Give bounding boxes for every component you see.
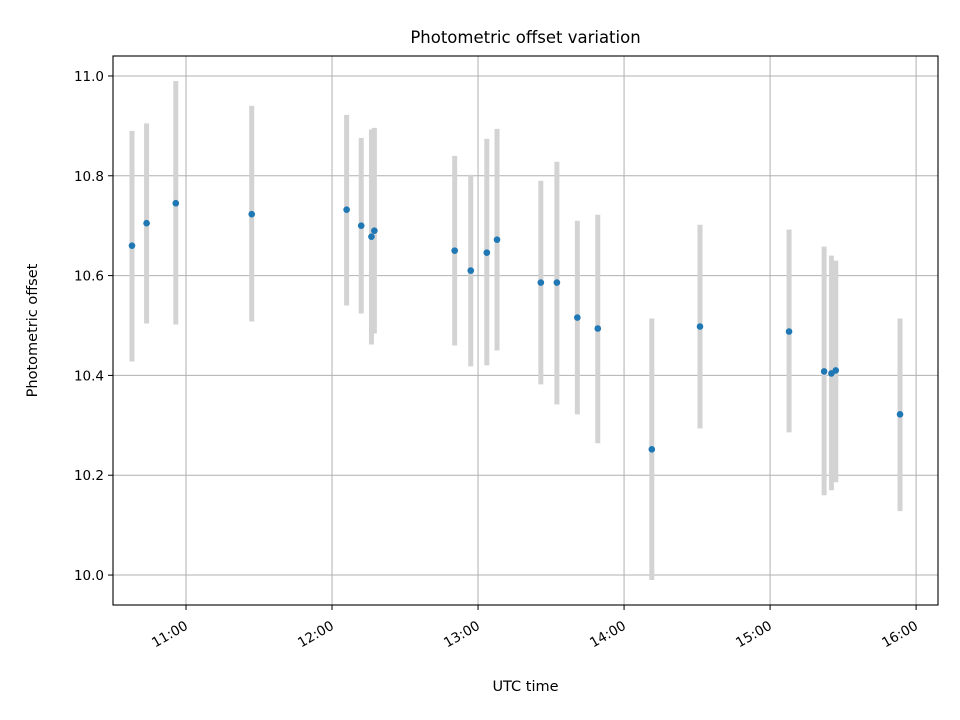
data-point bbox=[553, 279, 561, 286]
data-point bbox=[467, 267, 475, 274]
y-tick-label: 10.2 bbox=[74, 468, 104, 484]
x-tick-label: 16:00 bbox=[879, 618, 921, 651]
data-point bbox=[248, 210, 256, 218]
y-axis-label: Photometric offset bbox=[25, 263, 41, 397]
data-point bbox=[648, 445, 656, 453]
x-tick-label: 11:00 bbox=[149, 618, 191, 651]
y-tick-label: 10.0 bbox=[74, 568, 104, 584]
data-point bbox=[574, 314, 581, 321]
data-point bbox=[371, 227, 378, 234]
errorbars bbox=[129, 80, 903, 581]
data-point bbox=[368, 233, 375, 240]
data-point bbox=[357, 222, 365, 229]
y-tick-label: 10.6 bbox=[74, 269, 104, 285]
chart-title: Photometric offset variation bbox=[410, 28, 640, 47]
data-point bbox=[537, 279, 545, 286]
data-point bbox=[172, 199, 180, 207]
data-point bbox=[696, 323, 704, 330]
data-point bbox=[483, 249, 491, 256]
data-points bbox=[128, 199, 904, 453]
y-tick-label: 11.0 bbox=[74, 69, 104, 85]
data-point bbox=[493, 236, 501, 243]
y-tick-label: 10.4 bbox=[74, 368, 104, 384]
data-point bbox=[143, 219, 150, 227]
x-tick-label: 13:00 bbox=[441, 618, 483, 651]
data-point bbox=[832, 367, 840, 374]
data-point bbox=[896, 411, 904, 418]
data-point bbox=[451, 247, 458, 254]
x-axis-label: UTC time bbox=[492, 679, 558, 695]
data-point bbox=[343, 206, 350, 214]
plot-frame bbox=[112, 55, 939, 606]
data-point bbox=[594, 325, 602, 332]
data-point bbox=[785, 328, 793, 335]
x-tick-label: 15:00 bbox=[733, 618, 775, 651]
x-tick-label: 12:00 bbox=[295, 618, 337, 651]
data-point bbox=[820, 368, 828, 375]
data-point bbox=[128, 242, 136, 249]
x-tick-label: 14:00 bbox=[587, 618, 629, 651]
y-tick-label: 10.8 bbox=[74, 169, 104, 185]
grid bbox=[113, 56, 938, 605]
